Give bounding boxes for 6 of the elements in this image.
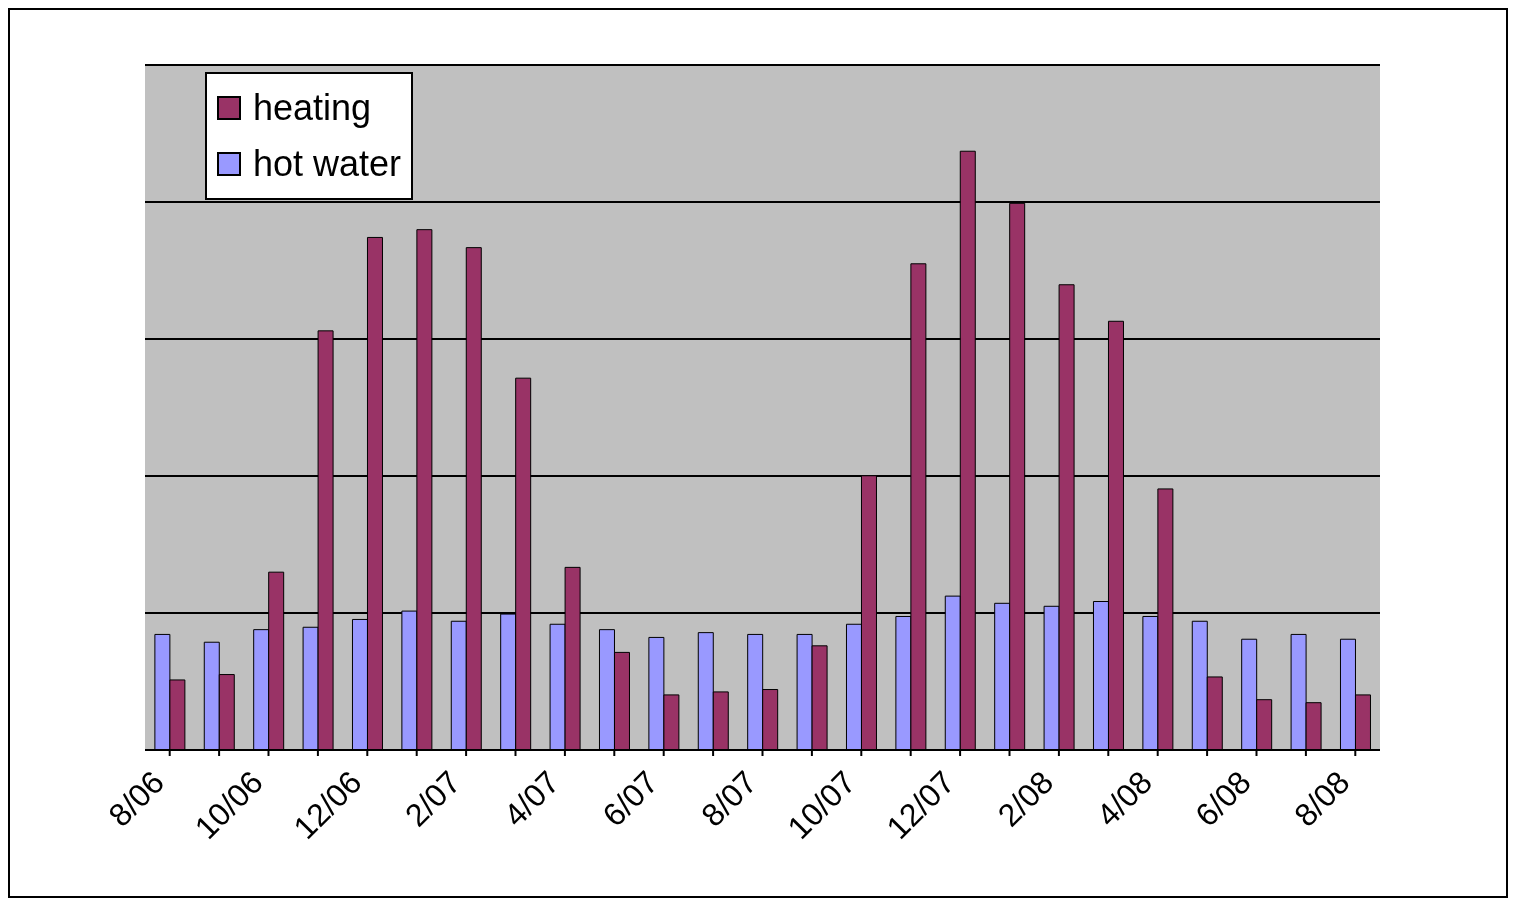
x-tick-label: 8/08 [1287, 763, 1357, 834]
x-tick-label: 6/08 [1188, 763, 1258, 834]
legend-label: hot water [252, 142, 402, 186]
x-tick-label: 4/08 [1089, 763, 1160, 834]
x-tick-label: 8/06 [101, 763, 172, 834]
legend-label: heating [252, 86, 373, 130]
